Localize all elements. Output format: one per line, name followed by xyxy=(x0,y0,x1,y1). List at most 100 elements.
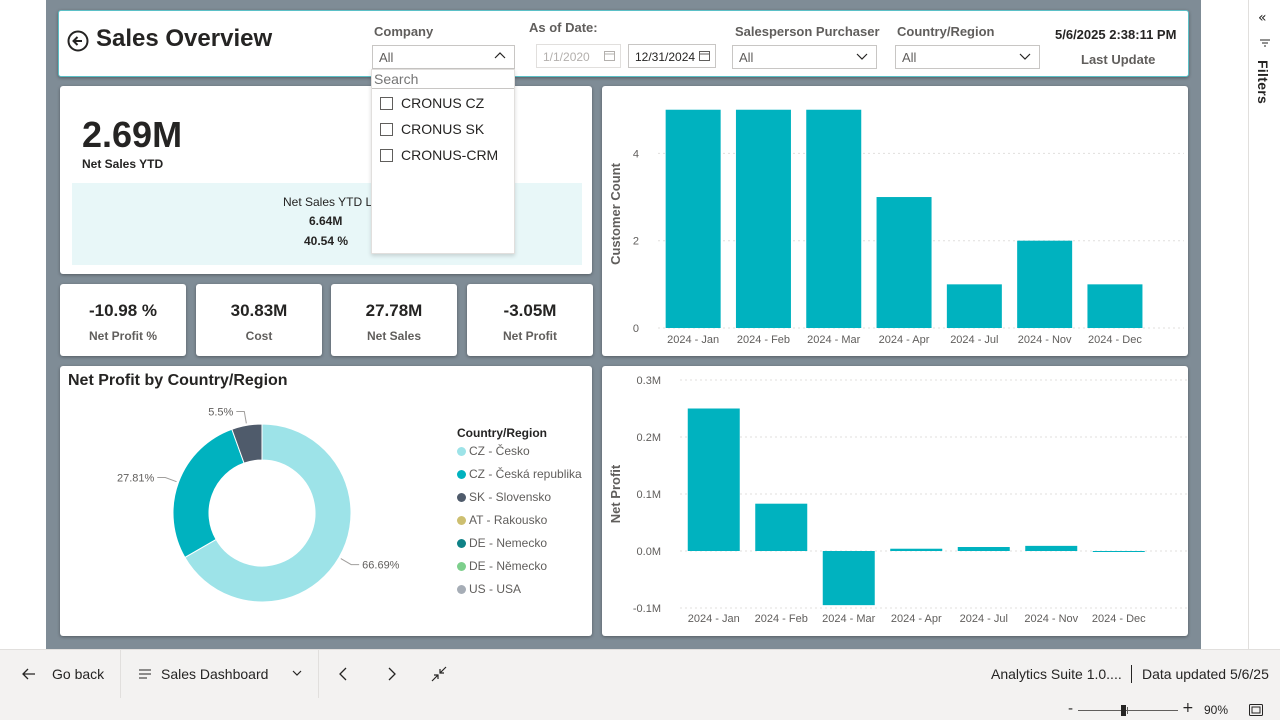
data-label-leader xyxy=(340,558,360,566)
legend-item-cz-esk-republika[interactable]: CZ - Česká republika xyxy=(457,467,582,481)
x-tick-label: 2024 - Feb xyxy=(755,613,808,625)
filter-icon xyxy=(1260,39,1270,47)
company-dropdown[interactable]: All xyxy=(372,45,515,69)
chevron-up-icon xyxy=(494,52,506,59)
x-tick-label: 2024 - Jul xyxy=(950,334,998,346)
calendar-icon xyxy=(604,51,615,61)
company-search-input[interactable] xyxy=(372,70,514,89)
page-selector[interactable]: Sales Dashboard xyxy=(121,650,319,698)
zoom-slider-thumb[interactable] xyxy=(1121,705,1126,716)
fit-to-page-icon[interactable] xyxy=(1249,704,1263,716)
checkbox[interactable] xyxy=(380,96,393,110)
kpi-label: Net Profit xyxy=(503,329,557,343)
net-sales-ytd-label: Net Sales YTD xyxy=(82,157,164,171)
bar-2024-feb xyxy=(735,109,791,328)
company-dropdown-list[interactable]: CRONUS CZ CRONUS SK CRONUS-CRM xyxy=(371,69,515,254)
previous-page-icon[interactable] xyxy=(334,664,354,684)
legend-label: SK - Slovensko xyxy=(469,490,552,504)
kpi-label: Net Profit % xyxy=(88,329,157,343)
net-profit-chart-card[interactable]: -0.1M 0.0M 0.1M 0.2M 0.3M Net Profit 2024 - Ja… xyxy=(602,366,1188,636)
bar-2024-nov xyxy=(1025,545,1078,551)
calendar-icon xyxy=(699,51,710,61)
exit-fullscreen-icon[interactable] xyxy=(429,664,449,684)
legend-dot xyxy=(457,584,466,594)
net-sales-card: 27.78M Net Sales xyxy=(331,284,457,356)
company-option-cronus-cz[interactable]: CRONUS CZ xyxy=(380,95,484,111)
bar-2024-mar xyxy=(822,551,875,606)
y-axis-label: Customer Count xyxy=(608,162,623,265)
x-tick-label: 2024 - Nov xyxy=(1018,334,1072,346)
bar-2024-jan xyxy=(687,408,740,551)
salesperson-dropdown-value: All xyxy=(739,50,754,65)
legend-title: Country/Region xyxy=(457,426,547,440)
chart-title: Net Profit by Country/Region xyxy=(68,372,288,389)
salesperson-dropdown[interactable]: All xyxy=(732,45,877,69)
page-title: Sales Overview xyxy=(96,25,273,52)
bar-2024-apr xyxy=(890,548,943,551)
company-option-cronus-sk[interactable]: CRONUS SK xyxy=(380,121,484,137)
bar-2024-jan xyxy=(665,109,721,328)
date-to-value: 12/31/2024 xyxy=(635,50,696,64)
y-tick-label: 2 xyxy=(633,236,639,248)
company-option-cronus-crm[interactable]: CRONUS-CRM xyxy=(380,147,498,163)
x-tick-label: 2024 - Nov xyxy=(1024,613,1078,625)
net-profit-chart[interactable]: -0.1M 0.0M 0.1M 0.2M 0.3M Net Profit 2024 - Ja… xyxy=(602,366,1188,636)
company-option-label: CRONUS CZ xyxy=(401,95,485,111)
legend-item-de-n-mecko[interactable]: DE - Německo xyxy=(457,559,547,573)
zoom-out-button[interactable]: - xyxy=(1068,701,1074,717)
go-back-label: Go back xyxy=(52,666,105,682)
checkbox[interactable] xyxy=(380,122,393,136)
legend-label: US - USA xyxy=(469,582,522,596)
legend-item-de-nemecko[interactable]: DE - Nemecko xyxy=(457,536,547,550)
x-tick-label: 2024 - Jan xyxy=(667,334,719,346)
date-from-input[interactable]: 1/1/2020 xyxy=(536,44,621,68)
customer-count-chart[interactable]: 0 2 4 Customer Count 2024 - Jan 2024 - Feb 202… xyxy=(602,86,1188,356)
donut-slice-cz-esk-republika xyxy=(172,428,245,559)
kpi-value: -10.98 % xyxy=(88,301,158,320)
y-axis-label: Net Profit xyxy=(608,464,623,523)
next-page-icon[interactable] xyxy=(381,664,401,684)
customer-count-chart-card[interactable]: 0 2 4 Customer Count 2024 - Jan 2024 - Feb 202… xyxy=(602,86,1188,356)
collapse-chevron-icon[interactable]: « xyxy=(1258,10,1267,26)
bar-2024-dec xyxy=(1092,551,1145,552)
net-profit-by-country-card[interactable]: Net Profit by Country/Region 66.69% 27.81… xyxy=(60,366,592,636)
checkbox[interactable] xyxy=(380,148,393,162)
x-tick-label: 2024 - Mar xyxy=(822,613,876,625)
zoom-slider-track[interactable] xyxy=(1078,710,1178,711)
company-slicer-label: Company xyxy=(374,24,434,39)
chevron-down-icon xyxy=(1019,53,1031,60)
data-label: 66.69% xyxy=(362,560,400,572)
x-tick-label: 2024 - Apr xyxy=(891,613,942,625)
legend-dot xyxy=(457,538,466,548)
net-profit-donut-chart[interactable]: 66.69% 27.81% 5.5% xyxy=(60,366,450,636)
x-tick-label: 2024 - Dec xyxy=(1092,613,1146,625)
net-sales-ytd-value: 2.69M xyxy=(82,114,183,155)
chevron-down-icon xyxy=(292,670,302,676)
kpi-label: Net Sales xyxy=(366,329,422,343)
country-dropdown-value: All xyxy=(902,50,917,65)
data-label-leader xyxy=(236,411,247,424)
legend-item-cz-esko[interactable]: CZ - Česko xyxy=(457,444,530,458)
back-arrow-icon[interactable] xyxy=(67,30,89,52)
country-dropdown[interactable]: All xyxy=(895,45,1040,69)
donut-slice-sk-slovensko xyxy=(231,423,263,464)
filters-pane[interactable]: « Filters xyxy=(1248,0,1280,649)
legend-label: CZ - Česko xyxy=(469,444,530,458)
legend-dot xyxy=(457,515,466,525)
x-tick-label: 2024 - Feb xyxy=(737,334,790,346)
net-profit-percent-card: -10.98 % Net Profit % xyxy=(60,284,186,356)
data-label-leader xyxy=(157,477,177,483)
legend-item-us-usa[interactable]: US - USA xyxy=(457,582,521,596)
header-card: Sales Overview Company All As of Date: 1… xyxy=(58,10,1189,77)
canvas-margin-left xyxy=(0,0,46,649)
net-profit-card: -3.05M Net Profit xyxy=(467,284,593,356)
legend-item-sk-slovensko[interactable]: SK - Slovensko xyxy=(457,490,551,504)
legend-item-at-rakousko[interactable]: AT - Rakousko xyxy=(457,513,547,527)
go-back-button[interactable]: Go back xyxy=(0,650,121,698)
date-to-input[interactable]: 12/31/2024 xyxy=(628,44,716,68)
zoom-in-button[interactable]: + xyxy=(1182,700,1194,716)
bar-2024-feb xyxy=(755,503,808,551)
legend-dot xyxy=(457,561,466,571)
filters-label[interactable]: Filters xyxy=(1255,60,1271,105)
y-tick-label: 4 xyxy=(633,148,639,160)
